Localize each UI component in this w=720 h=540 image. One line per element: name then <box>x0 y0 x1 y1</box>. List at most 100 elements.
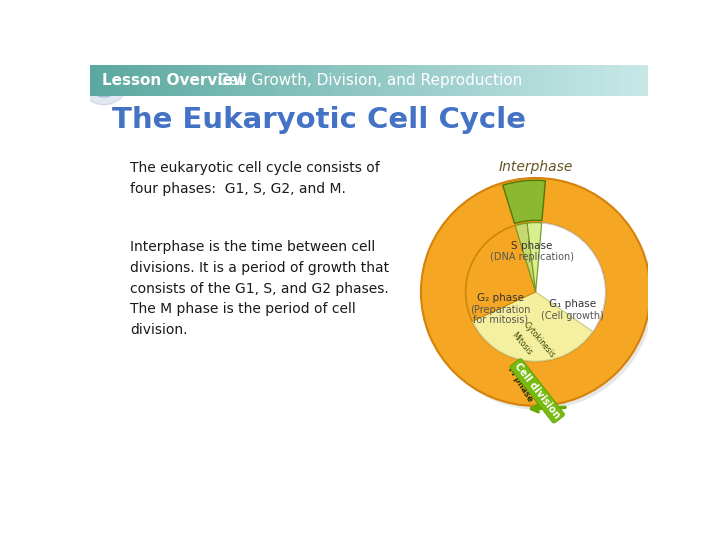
Bar <box>327 65 334 96</box>
Bar <box>516 65 523 96</box>
Bar <box>320 65 327 96</box>
Bar <box>425 65 432 96</box>
Bar <box>230 65 236 96</box>
Bar <box>139 65 145 96</box>
Bar <box>271 65 279 96</box>
Text: (Cell growth): (Cell growth) <box>541 311 604 321</box>
Wedge shape <box>466 226 536 321</box>
Bar <box>125 65 132 96</box>
Bar <box>397 65 404 96</box>
Text: for mitosis): for mitosis) <box>473 315 528 325</box>
Bar <box>599 65 606 96</box>
Bar <box>453 65 459 96</box>
Text: (DNA replication): (DNA replication) <box>490 253 574 262</box>
Bar <box>279 65 285 96</box>
Bar <box>376 65 383 96</box>
Bar <box>202 65 209 96</box>
Bar <box>606 65 613 96</box>
Text: Mitosis: Mitosis <box>510 330 534 357</box>
Bar <box>474 65 481 96</box>
Bar <box>118 65 125 96</box>
Bar <box>487 65 495 96</box>
Bar <box>300 65 306 96</box>
Bar <box>90 65 97 96</box>
Bar <box>188 65 194 96</box>
Bar <box>557 65 564 96</box>
Bar <box>292 65 300 96</box>
Bar <box>536 65 544 96</box>
Bar <box>508 65 516 96</box>
Bar <box>459 65 467 96</box>
Bar <box>251 65 258 96</box>
Bar <box>627 65 634 96</box>
Bar <box>313 65 320 96</box>
Bar <box>174 65 181 96</box>
Bar <box>544 65 550 96</box>
Bar <box>438 65 446 96</box>
Wedge shape <box>503 180 546 224</box>
Bar <box>222 65 230 96</box>
Wedge shape <box>536 223 606 332</box>
Text: Interphase: Interphase <box>498 160 573 174</box>
Bar <box>390 65 397 96</box>
Bar <box>145 65 153 96</box>
Wedge shape <box>421 178 650 406</box>
Bar <box>634 65 641 96</box>
Bar <box>593 65 599 96</box>
Bar <box>481 65 487 96</box>
Text: M phase: M phase <box>505 366 534 404</box>
Bar <box>285 65 292 96</box>
Bar <box>258 65 264 96</box>
Text: The Eukaryotic Cell Cycle: The Eukaryotic Cell Cycle <box>112 106 526 134</box>
Bar <box>104 65 111 96</box>
Bar <box>111 65 118 96</box>
Bar <box>194 65 202 96</box>
Circle shape <box>87 63 121 97</box>
Bar <box>160 65 167 96</box>
Bar <box>362 65 369 96</box>
Text: S phase: S phase <box>511 241 553 251</box>
Wedge shape <box>516 223 536 292</box>
Bar <box>467 65 474 96</box>
Bar <box>641 65 648 96</box>
Bar <box>264 65 271 96</box>
Wedge shape <box>527 222 541 292</box>
Circle shape <box>79 56 129 105</box>
Bar <box>620 65 627 96</box>
Bar <box>215 65 222 96</box>
Bar <box>334 65 341 96</box>
Text: G₂ phase: G₂ phase <box>477 293 524 303</box>
Text: (Preparation: (Preparation <box>470 305 531 315</box>
Bar <box>181 65 188 96</box>
Bar <box>355 65 362 96</box>
Text: The eukaryotic cell cycle consists of
four phases:  G1, S, G2, and M.: The eukaryotic cell cycle consists of fo… <box>130 161 380 195</box>
Bar <box>613 65 620 96</box>
Bar <box>348 65 355 96</box>
Bar <box>97 65 104 96</box>
Bar <box>564 65 571 96</box>
Bar <box>418 65 425 96</box>
Circle shape <box>94 71 113 90</box>
Bar <box>571 65 578 96</box>
Text: Cytokinesis: Cytokinesis <box>522 321 557 360</box>
Wedge shape <box>424 182 654 410</box>
Bar <box>495 65 502 96</box>
Bar <box>341 65 348 96</box>
Bar <box>502 65 508 96</box>
Bar <box>167 65 174 96</box>
Text: G₁ phase: G₁ phase <box>549 299 596 309</box>
Text: Lesson Overview: Lesson Overview <box>102 73 247 87</box>
Bar <box>550 65 557 96</box>
Text: Cell division: Cell division <box>513 361 562 421</box>
Bar <box>411 65 418 96</box>
Bar <box>446 65 453 96</box>
Text: Interphase is the time between cell
divisions. It is a period of growth that
con: Interphase is the time between cell divi… <box>130 240 390 337</box>
Bar <box>243 65 251 96</box>
Bar <box>153 65 160 96</box>
Bar <box>529 65 536 96</box>
Bar <box>585 65 593 96</box>
Bar <box>404 65 411 96</box>
Text: Cell Growth, Division, and Reproduction: Cell Growth, Division, and Reproduction <box>218 73 522 87</box>
Bar <box>523 65 529 96</box>
Bar <box>369 65 376 96</box>
